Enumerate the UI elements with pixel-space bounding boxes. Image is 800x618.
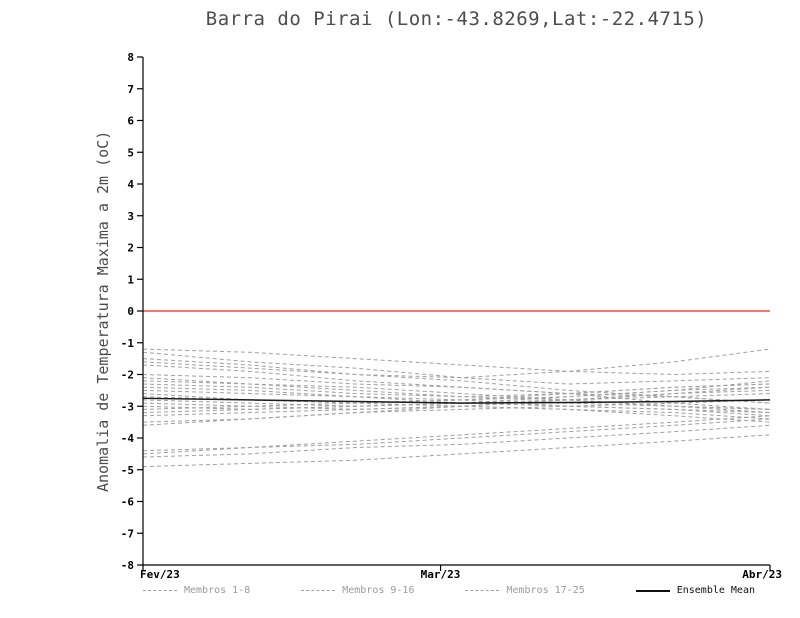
legend-label: Membros 17-25	[506, 585, 585, 596]
y-tick-label: -2	[121, 369, 134, 382]
ensemble-mean-line	[142, 397, 771, 404]
ensemble-member-line	[142, 374, 771, 404]
ensemble-member-line	[142, 348, 771, 379]
y-tick-label: -7	[121, 527, 134, 540]
ensemble-member-line	[142, 351, 771, 385]
legend: Membros 1-8 Membros 9-16 Membros 17-25 E…	[143, 585, 755, 596]
legend-item-ensemble-mean: Ensemble Mean	[635, 585, 755, 596]
ensemble-member-line	[142, 380, 771, 410]
y-tick-label: 1	[127, 273, 134, 286]
ensemble-member-line	[142, 424, 771, 458]
ensemble-member-line	[142, 364, 771, 410]
legend-item-members-9-16: Membros 9-16	[301, 585, 414, 596]
y-tick-label: 8	[127, 51, 134, 64]
ensemble-member-line	[142, 377, 771, 414]
y-tick-label: 0	[127, 305, 134, 318]
x-tick-label: Mar/23	[421, 568, 461, 581]
y-tick-label: 6	[127, 115, 134, 128]
dashed-line-icon	[465, 590, 500, 591]
y-tick-label: 2	[127, 242, 134, 255]
ensemble-member-line	[142, 405, 771, 420]
ensemble-member-line	[142, 389, 771, 414]
ensemble-member-line	[142, 415, 771, 452]
chart-title: Barra do Pirai (Lon:-43.8269,Lat:-22.471…	[205, 8, 708, 30]
y-tick-label: -3	[121, 400, 134, 413]
y-tick-label: 7	[127, 83, 134, 96]
solid-line-icon	[635, 589, 670, 592]
ensemble-member-line	[142, 383, 771, 410]
ensemble-member-line	[142, 383, 771, 398]
y-tick-label: 3	[127, 210, 134, 223]
legend-label: Membros 9-16	[342, 585, 415, 596]
dashed-line-icon	[143, 590, 177, 591]
y-tick-label: -1	[121, 337, 135, 350]
y-tick-label: -5	[121, 464, 134, 477]
ensemble-member-line	[142, 434, 771, 468]
y-tick-label: 5	[127, 146, 134, 159]
ensemble-member-line	[142, 348, 771, 376]
y-tick-label: -6	[121, 496, 135, 509]
y-tick-label: -8	[121, 559, 134, 572]
legend-item-members-17-25: Membros 17-25	[465, 585, 585, 596]
x-tick-label: Abr/23	[742, 568, 782, 581]
ensemble-member-line	[142, 402, 771, 414]
ensemble-member-line	[142, 393, 771, 423]
legend-label: Membros 1-8	[184, 585, 251, 596]
y-tick-label: -4	[121, 432, 135, 445]
ensemble-member-line	[142, 386, 771, 417]
ensemble-member-line	[142, 386, 771, 426]
ensemble-member-line	[142, 358, 771, 404]
y-tick-label: 4	[127, 178, 134, 191]
legend-label: Ensemble Mean	[676, 585, 755, 596]
legend-item-members-1-8: Membros 1-8	[143, 585, 250, 596]
dashed-line-icon	[301, 590, 336, 591]
ensemble-member-line	[142, 418, 771, 455]
x-tick-label: Fev/23	[140, 568, 180, 581]
